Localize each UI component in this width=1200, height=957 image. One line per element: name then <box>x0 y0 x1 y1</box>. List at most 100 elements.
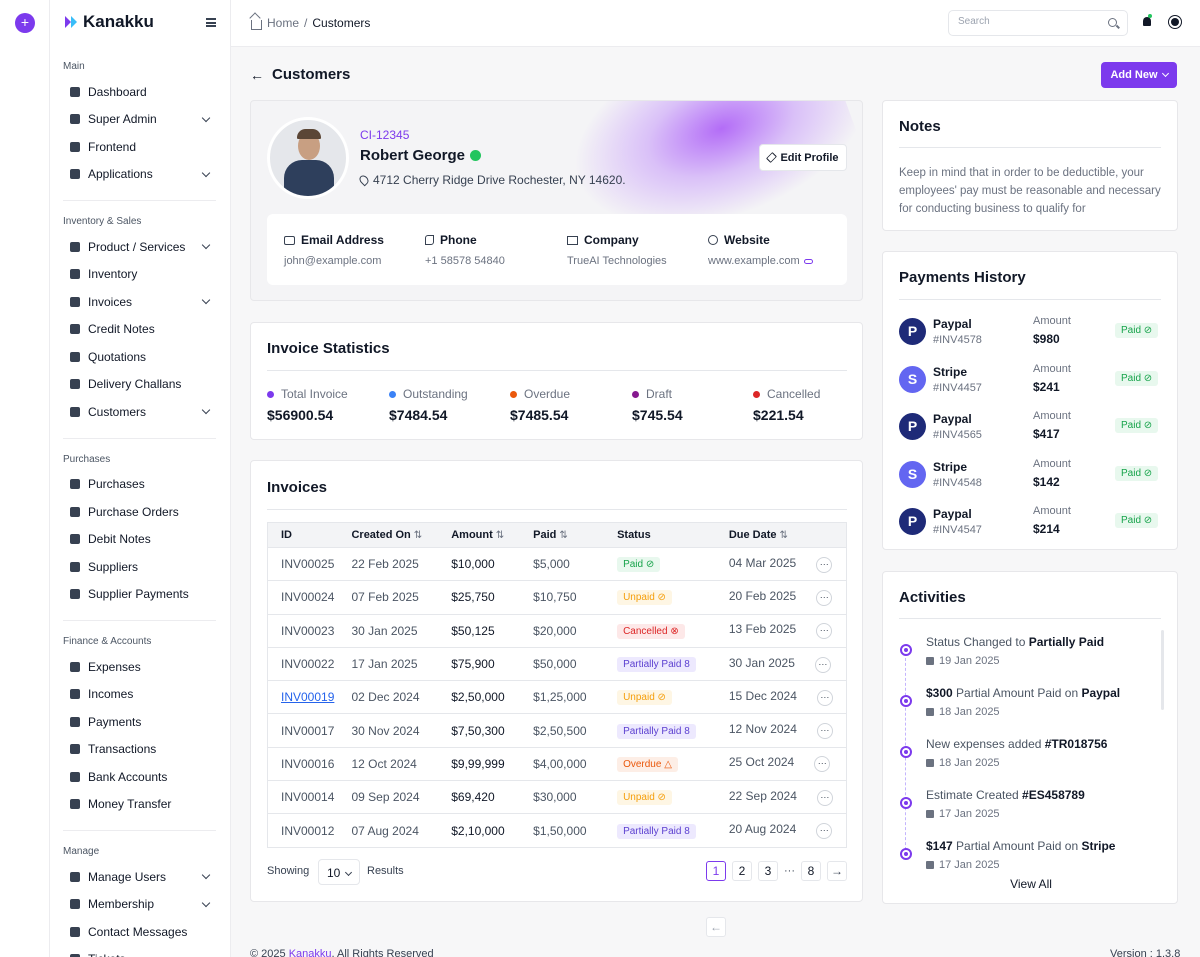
sidebar-item-frontend[interactable]: Frontend <box>50 133 230 161</box>
product-services-icon <box>70 241 80 252</box>
sidebar-item-purchase-orders[interactable]: Purchase Orders <box>50 498 230 526</box>
sidebar-item-label: Tickets <box>88 952 126 957</box>
page-button-1[interactable]: 1 <box>706 861 726 881</box>
per-page-select[interactable]: 10 <box>318 859 360 885</box>
status-badge: Overdue △ <box>617 756 678 772</box>
invoice-id[interactable]: INV00012 <box>281 823 335 838</box>
more-options-icon[interactable]: ··· <box>816 689 833 706</box>
paid-cell: $50,000 <box>520 646 605 681</box>
sidebar-item-super-admin[interactable]: Super Admin <box>50 106 230 134</box>
view-all-link[interactable]: View All <box>883 877 1177 891</box>
chevron-down-icon[interactable] <box>201 240 211 250</box>
bell-icon[interactable] <box>1143 14 1152 26</box>
more-options-icon[interactable]: ··· <box>816 589 833 606</box>
sidebar-item-payments[interactable]: Payments <box>50 708 230 736</box>
chevron-down-icon[interactable] <box>201 168 211 177</box>
sidebar-item-label: Customers <box>88 404 147 419</box>
invoice-id[interactable]: INV00023 <box>281 623 335 638</box>
search-input[interactable] <box>958 16 1098 27</box>
sidebar-item-money-transfer[interactable]: Money Transfer <box>50 791 230 819</box>
sidebar-item-expenses[interactable]: Expenses <box>50 653 230 681</box>
column-header-due-date[interactable]: Due Date ⇅ <box>715 522 847 548</box>
chevron-down-icon[interactable] <box>201 113 211 122</box>
search-icon[interactable] <box>1108 18 1117 27</box>
theme-toggle-icon[interactable] <box>1171 18 1179 26</box>
page-button-2[interactable]: 2 <box>732 861 752 881</box>
sidebar-item-manage-users[interactable]: Manage Users <box>50 863 230 891</box>
sort-icon[interactable]: ⇅ <box>779 530 788 541</box>
home-icon[interactable] <box>251 19 262 30</box>
invoice-id[interactable]: INV00019 <box>281 690 335 705</box>
prev-page-button[interactable]: ← <box>706 917 726 937</box>
invoice-id[interactable]: INV00025 <box>281 557 335 572</box>
sidebar-item-inventory[interactable]: Inventory <box>50 261 230 289</box>
chevron-down-icon[interactable] <box>201 295 211 305</box>
chevron-down-icon[interactable] <box>201 953 211 957</box>
more-options-icon[interactable]: ··· <box>816 789 833 806</box>
sidebar-item-debit-notes[interactable]: Debit Notes <box>50 526 230 554</box>
menu-toggle-icon[interactable] <box>206 18 216 27</box>
sidebar-item-contact-messages[interactable]: Contact Messages <box>50 918 230 946</box>
invoice-id[interactable]: INV00014 <box>281 790 335 805</box>
invoice-id[interactable]: INV00016 <box>281 756 335 771</box>
invoice-id[interactable]: INV00024 <box>281 590 335 605</box>
more-options-icon[interactable]: ··· <box>814 756 831 773</box>
sidebar-item-applications[interactable]: Applications <box>50 161 230 189</box>
contact-email-value[interactable]: john@example.com <box>284 255 382 267</box>
sidebar-item-quotations[interactable]: Quotations <box>50 343 230 371</box>
more-options-icon[interactable]: ··· <box>816 823 833 840</box>
more-options-icon[interactable]: ··· <box>816 723 833 740</box>
sidebar-item-dashboard[interactable]: Dashboard <box>50 78 230 106</box>
sort-icon[interactable]: ⇅ <box>559 530 568 541</box>
plus-icon[interactable]: + <box>15 13 35 33</box>
sidebar-item-product-services[interactable]: Product / Services <box>50 233 230 261</box>
more-options-icon[interactable]: ··· <box>816 623 833 640</box>
sidebar-item-invoices[interactable]: Invoices <box>50 288 230 316</box>
sidebar-item-suppliers[interactable]: Suppliers <box>50 553 230 581</box>
status-cell: Partially Paid 8 <box>604 713 716 748</box>
breadcrumb-home[interactable]: Home <box>267 16 300 30</box>
next-page-button[interactable]: → <box>827 861 847 881</box>
page-button-last[interactable]: 8 <box>801 861 821 881</box>
stat-label-text: Overdue <box>524 387 571 401</box>
sidebar-item-label: Manage Users <box>88 869 167 884</box>
customer-profile-card: CI-12345 Robert George 4712 Cherry Ridge… <box>250 100 863 301</box>
arrow-left-icon[interactable]: ← <box>250 66 264 83</box>
sidebar-item-bank-accounts[interactable]: Bank Accounts <box>50 763 230 791</box>
sidebar-item-purchases[interactable]: Purchases <box>50 471 230 499</box>
contact-website-label: Website <box>724 233 770 247</box>
due-date-cell: 13 Feb 2025 ··· <box>715 613 847 648</box>
sidebar-item-tickets[interactable]: Tickets <box>50 946 230 957</box>
sidebar-item-supplier-payments[interactable]: Supplier Payments <box>50 581 230 609</box>
payments-history-title: Payments History <box>899 269 1026 286</box>
copyright-brand-link[interactable]: Kanakku <box>288 948 332 957</box>
sidebar-item-incomes[interactable]: Incomes <box>50 681 230 709</box>
sort-icon[interactable]: ⇅ <box>495 530 505 541</box>
sort-icon[interactable]: ⇅ <box>413 530 423 541</box>
dashboard-icon <box>70 86 80 97</box>
chevron-down-icon[interactable] <box>201 405 211 415</box>
column-header-amount[interactable]: Amount ⇅ <box>438 522 521 548</box>
edit-profile-button[interactable]: Edit Profile <box>759 144 847 171</box>
invoice-id[interactable]: INV00017 <box>281 723 335 738</box>
link-icon[interactable] <box>803 258 813 264</box>
contact-website-value[interactable]: www.example.com <box>708 255 800 267</box>
nav-section-title: Main <box>63 61 85 72</box>
sidebar-item-customers[interactable]: Customers <box>50 398 230 426</box>
divider <box>899 618 1161 619</box>
sidebar-item-credit-notes[interactable]: Credit Notes <box>50 316 230 344</box>
column-header-paid[interactable]: Paid ⇅ <box>520 522 605 548</box>
sidebar-item-transactions[interactable]: Transactions <box>50 736 230 764</box>
chevron-down-icon[interactable] <box>201 898 211 907</box>
sidebar-item-delivery-challans[interactable]: Delivery Challans <box>50 371 230 399</box>
more-options-icon[interactable]: ··· <box>816 556 833 573</box>
more-options-icon[interactable]: ··· <box>814 656 831 673</box>
add-new-button[interactable]: Add New <box>1101 62 1177 88</box>
sidebar-item-membership[interactable]: Membership <box>50 891 230 919</box>
chevron-down-icon[interactable] <box>201 870 211 880</box>
invoice-id[interactable]: INV00022 <box>281 657 335 672</box>
scrollbar[interactable] <box>1161 630 1164 710</box>
column-header-created-on[interactable]: Created On ⇅ <box>338 522 439 548</box>
page-button-3[interactable]: 3 <box>758 861 778 881</box>
brand-logo[interactable]: Kanakku <box>63 12 154 32</box>
